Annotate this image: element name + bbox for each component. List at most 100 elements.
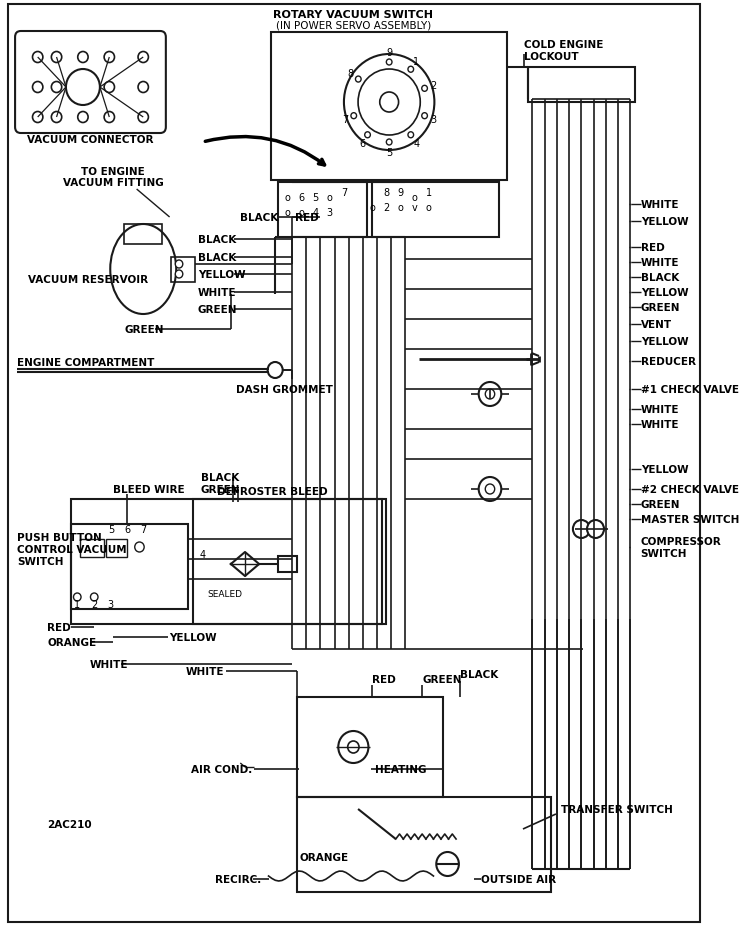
Text: WHITE: WHITE xyxy=(641,404,679,414)
Circle shape xyxy=(485,389,495,400)
Text: 4: 4 xyxy=(413,139,419,149)
Text: OUTSIDE AIR: OUTSIDE AIR xyxy=(481,874,556,884)
Text: GREEN: GREEN xyxy=(641,500,680,510)
Text: YELLOW: YELLOW xyxy=(170,632,217,642)
Text: ORANGE: ORANGE xyxy=(300,852,348,862)
Text: YELLOW: YELLOW xyxy=(641,287,689,298)
Circle shape xyxy=(386,140,392,146)
Circle shape xyxy=(422,114,427,120)
Text: BLACK: BLACK xyxy=(240,213,279,222)
Text: o: o xyxy=(412,193,418,203)
Text: ENGINE COMPARTMENT: ENGINE COMPARTMENT xyxy=(17,358,155,368)
Text: HEATING: HEATING xyxy=(375,764,427,774)
Text: v: v xyxy=(412,203,418,213)
Text: WHITE: WHITE xyxy=(89,659,128,669)
Circle shape xyxy=(51,112,62,123)
Text: (IN POWER SERVO ASSEMBLY): (IN POWER SERVO ASSEMBLY) xyxy=(276,21,431,31)
Text: 9: 9 xyxy=(397,188,403,197)
Text: ORANGE: ORANGE xyxy=(47,638,96,647)
Text: 2AC210: 2AC210 xyxy=(47,819,92,829)
Circle shape xyxy=(573,520,590,539)
Text: BLACK: BLACK xyxy=(460,669,498,679)
Text: o: o xyxy=(299,208,304,218)
Text: 5: 5 xyxy=(386,147,392,158)
Circle shape xyxy=(104,112,114,123)
Text: WHITE: WHITE xyxy=(641,258,679,268)
Text: TRANSFER SWITCH: TRANSFER SWITCH xyxy=(561,804,673,814)
Text: 3: 3 xyxy=(327,208,333,218)
Circle shape xyxy=(78,53,88,63)
Text: WHITE: WHITE xyxy=(641,200,679,210)
Bar xyxy=(193,500,382,624)
Circle shape xyxy=(32,83,43,94)
Circle shape xyxy=(386,60,392,66)
Text: 1: 1 xyxy=(413,57,419,67)
Text: SWITCH: SWITCH xyxy=(17,556,64,566)
Text: GREEN: GREEN xyxy=(201,485,240,494)
Text: VENT: VENT xyxy=(641,320,672,330)
Circle shape xyxy=(358,70,421,136)
Text: PUSH BUTTON: PUSH BUTTON xyxy=(17,532,101,542)
Text: RED: RED xyxy=(47,622,71,632)
Text: YELLOW: YELLOW xyxy=(641,217,689,227)
Text: YELLOW: YELLOW xyxy=(198,270,246,280)
Bar xyxy=(171,258,195,283)
Text: 2: 2 xyxy=(383,203,390,213)
Bar xyxy=(271,33,507,181)
Text: VACUUM CONNECTOR: VACUUM CONNECTOR xyxy=(27,134,154,145)
Circle shape xyxy=(436,852,459,876)
Bar xyxy=(278,183,367,237)
Circle shape xyxy=(408,67,414,73)
Bar xyxy=(278,556,297,572)
Circle shape xyxy=(138,83,149,94)
Circle shape xyxy=(78,112,88,123)
Circle shape xyxy=(90,593,98,602)
Circle shape xyxy=(51,53,62,63)
Text: YELLOW: YELLOW xyxy=(641,337,689,347)
Text: WHITE: WHITE xyxy=(641,420,679,429)
Circle shape xyxy=(351,114,357,120)
Text: AIR COND.: AIR COND. xyxy=(192,764,252,774)
Text: GREEN: GREEN xyxy=(641,303,680,312)
Text: 1: 1 xyxy=(426,188,432,197)
Text: DEFROSTER BLEED: DEFROSTER BLEED xyxy=(217,487,327,497)
Text: o: o xyxy=(285,208,291,218)
Circle shape xyxy=(338,731,369,763)
Text: 5: 5 xyxy=(108,525,114,535)
Text: 3: 3 xyxy=(430,115,436,125)
Text: o: o xyxy=(369,203,376,213)
Text: 6: 6 xyxy=(124,525,130,535)
Text: #2 CHECK VALVE: #2 CHECK VALVE xyxy=(641,485,739,494)
Text: VACUUM RESERVOIR: VACUUM RESERVOIR xyxy=(29,274,149,285)
Text: 5: 5 xyxy=(312,193,318,203)
Text: 4: 4 xyxy=(200,550,206,559)
Text: BLACK: BLACK xyxy=(198,235,236,245)
Text: COLD ENGINE: COLD ENGINE xyxy=(524,40,603,50)
Text: BLEED WIRE: BLEED WIRE xyxy=(113,485,185,494)
Text: CONTROL VACUUM: CONTROL VACUUM xyxy=(17,544,127,554)
Text: TO ENGINE: TO ENGINE xyxy=(81,167,145,177)
Circle shape xyxy=(51,83,62,94)
Circle shape xyxy=(104,83,114,94)
Circle shape xyxy=(175,271,182,279)
Circle shape xyxy=(365,133,370,139)
Text: RED: RED xyxy=(641,243,665,253)
Text: 7: 7 xyxy=(140,525,146,535)
Circle shape xyxy=(66,70,100,106)
Text: COMPRESSOR
SWITCH: COMPRESSOR SWITCH xyxy=(641,537,722,558)
Text: LOCKOUT: LOCKOUT xyxy=(524,52,578,62)
Text: o: o xyxy=(285,193,291,203)
Text: MASTER SWITCH: MASTER SWITCH xyxy=(641,514,739,525)
Text: 2: 2 xyxy=(430,81,436,91)
Text: GREEN: GREEN xyxy=(125,324,164,335)
Bar xyxy=(125,224,162,245)
Circle shape xyxy=(355,77,361,83)
Text: 6: 6 xyxy=(359,139,365,149)
Circle shape xyxy=(485,485,495,494)
Text: GREEN: GREEN xyxy=(198,305,237,314)
Text: YELLOW: YELLOW xyxy=(641,464,689,475)
Text: 7: 7 xyxy=(342,115,348,125)
Text: o: o xyxy=(397,203,403,213)
Text: SEALED: SEALED xyxy=(207,590,243,599)
Circle shape xyxy=(422,86,427,92)
